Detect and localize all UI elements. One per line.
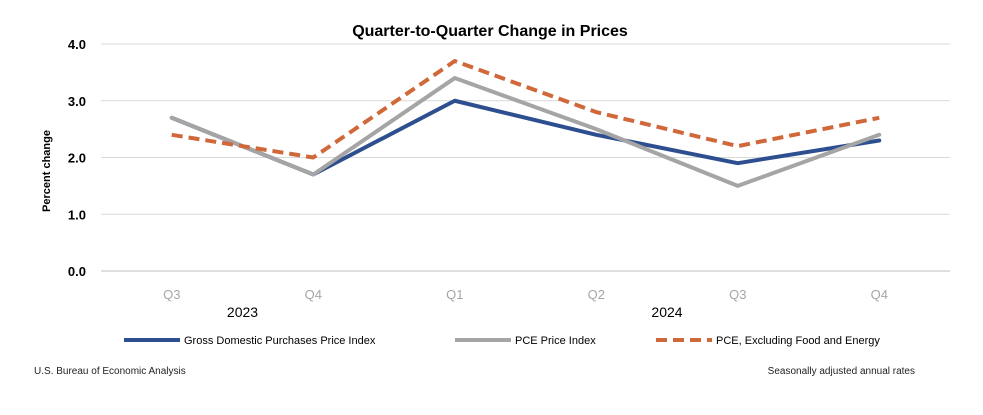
- year-label: 2024: [651, 304, 682, 320]
- year-label: 2023: [227, 304, 258, 320]
- legend: Gross Domestic Purchases Price Index PCE …: [124, 335, 880, 347]
- y-tick-labels: 0.0 1.0 2.0 3.0 4.0: [68, 37, 86, 279]
- x-tick-label: Q4: [871, 287, 888, 302]
- legend-label: PCE, Excluding Food and Energy: [716, 335, 880, 347]
- y-tick-label: 4.0: [68, 37, 86, 52]
- legend-label: Gross Domestic Purchases Price Index: [184, 335, 376, 347]
- y-axis-label: Percent change: [41, 130, 53, 212]
- x-tick-label: Q4: [305, 287, 322, 302]
- x-tick-labels: Q3 Q4 Q1 Q2 Q3 Q4: [163, 287, 888, 302]
- y-tick-label: 3.0: [68, 94, 86, 109]
- gridlines: [101, 43, 950, 272]
- series-line-3: [171, 59, 880, 160]
- source-note: U.S. Bureau of Economic Analysis: [34, 366, 186, 377]
- x-tick-label: Q3: [163, 287, 180, 302]
- x-tick-label: Q3: [729, 287, 746, 302]
- y-tick-label: 1.0: [68, 207, 86, 222]
- y-tick-label: 2.0: [68, 151, 86, 166]
- x-tick-label: Q1: [446, 287, 463, 302]
- y-tick-label: 0.0: [68, 264, 86, 279]
- series-lines: [169, 59, 882, 188]
- series-line-2: [169, 76, 882, 188]
- chart-title: Quarter-to-Quarter Change in Prices: [352, 23, 628, 40]
- x-tick-label: Q2: [588, 287, 605, 302]
- rates-note: Seasonally adjusted annual rates: [767, 366, 915, 377]
- year-labels: 2023 2024: [227, 304, 683, 320]
- legend-label: PCE Price Index: [515, 335, 596, 347]
